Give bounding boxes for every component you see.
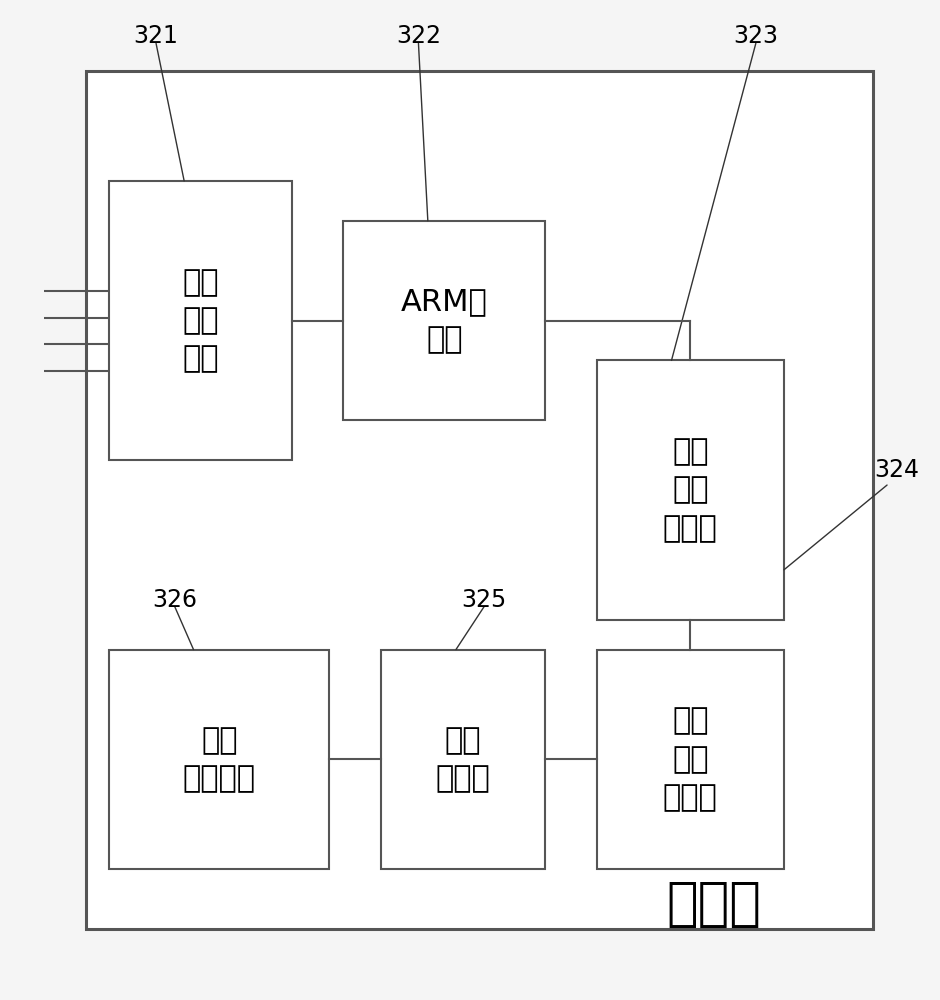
- Text: 电流
恒流器: 电流 恒流器: [435, 726, 491, 793]
- Text: 电压
电流
转换器: 电压 电流 转换器: [663, 707, 717, 812]
- Bar: [381, 650, 545, 869]
- Bar: [86, 71, 873, 929]
- Text: 数字
模拟
转换器: 数字 模拟 转换器: [663, 437, 717, 543]
- Text: 322: 322: [396, 24, 441, 48]
- Bar: [109, 181, 292, 460]
- Bar: [343, 221, 545, 420]
- Bar: [597, 650, 784, 869]
- Text: ARM处
理器: ARM处 理器: [400, 287, 488, 354]
- Text: 326: 326: [152, 588, 197, 612]
- Bar: [109, 650, 329, 869]
- Text: 324: 324: [874, 458, 919, 482]
- Text: 321: 321: [133, 24, 179, 48]
- Text: 323: 323: [733, 24, 778, 48]
- Text: 远传
电流信号: 远传 电流信号: [182, 726, 256, 793]
- Text: 325: 325: [462, 588, 507, 612]
- Text: 放大
电路
模块: 放大 电路 模块: [182, 268, 219, 373]
- Bar: [597, 360, 784, 620]
- Text: 控制器: 控制器: [666, 878, 761, 930]
